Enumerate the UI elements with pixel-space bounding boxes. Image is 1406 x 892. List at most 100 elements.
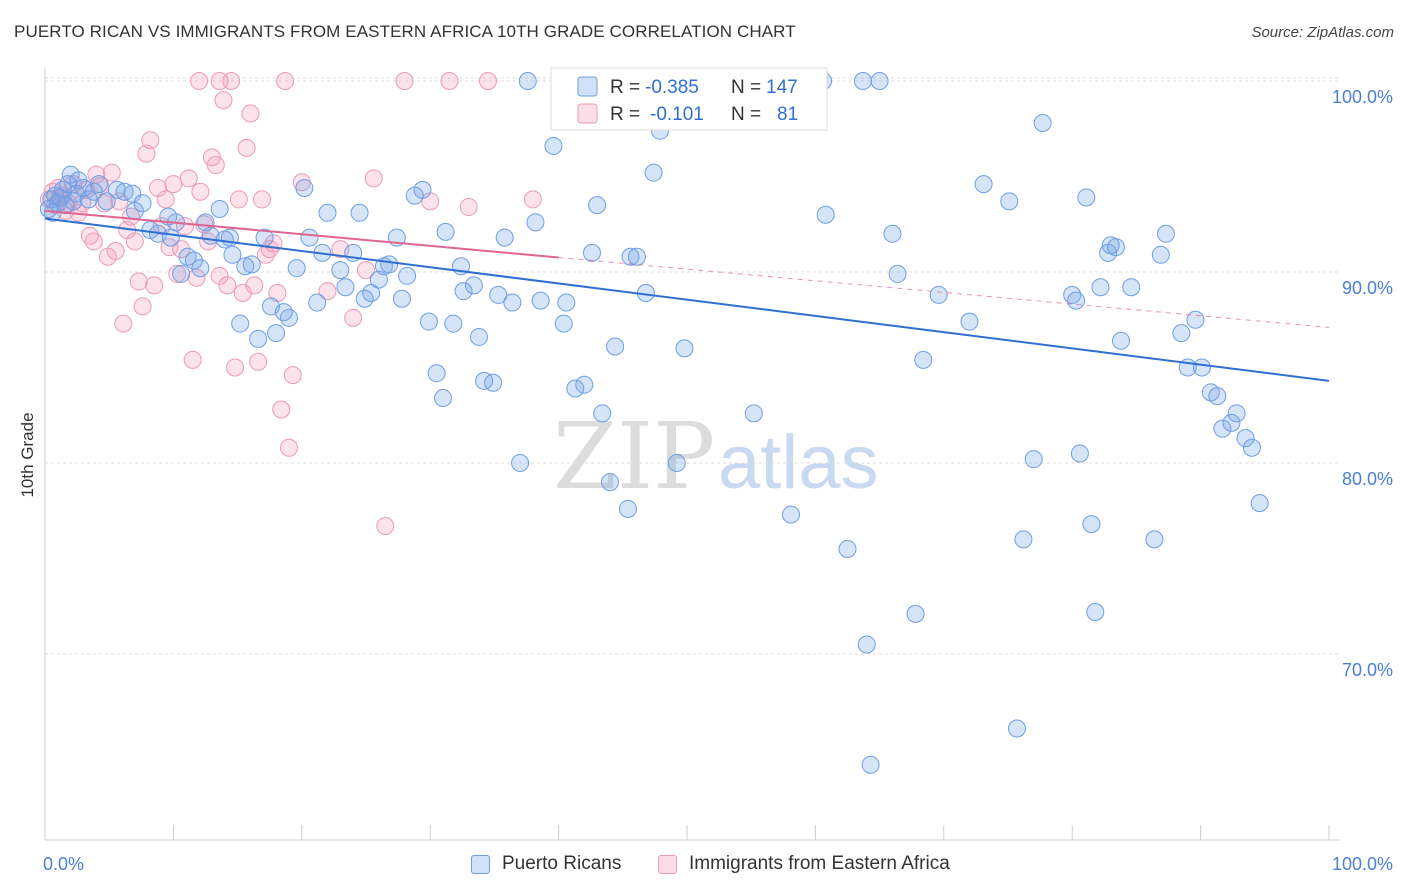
stats-legend-blue-r-value: -0.385 xyxy=(645,77,699,98)
eastern-africa-point xyxy=(276,72,295,90)
puerto-rican-point xyxy=(1000,192,1019,211)
puerto-rican-point xyxy=(526,213,545,232)
puerto-rican-point xyxy=(582,243,601,262)
eastern-africa-point xyxy=(179,169,198,188)
eastern-africa-point xyxy=(237,138,256,157)
eastern-africa-point xyxy=(241,104,260,123)
eastern-africa-point xyxy=(210,266,229,285)
puerto-rican-point xyxy=(161,228,180,247)
puerto-rican-point xyxy=(287,259,306,278)
eastern-africa-point xyxy=(357,261,375,280)
legend-label-puerto-ricans: Puerto Ricans xyxy=(502,853,622,874)
puerto-rican-point xyxy=(644,163,663,182)
puerto-rican-point xyxy=(413,180,432,199)
x-axis-tick-labels: 0.0% 100.0% xyxy=(43,854,1393,874)
legend-swatch-eastern-africa xyxy=(658,854,677,874)
puerto-rican-point xyxy=(883,224,902,243)
puerto-rican-point xyxy=(593,404,612,423)
puerto-rican-point xyxy=(1014,530,1033,549)
puerto-rican-point xyxy=(554,314,573,333)
puerto-rican-point xyxy=(484,373,503,392)
puerto-rican-point xyxy=(1172,324,1191,343)
y-tick-label: 80.0% xyxy=(1342,469,1393,489)
stats-legend-blue-swatch xyxy=(577,76,598,97)
puerto-rican-point xyxy=(231,314,250,333)
eastern-africa-point xyxy=(125,232,144,251)
puerto-rican-point xyxy=(434,389,453,408)
puerto-rican-point xyxy=(857,635,876,654)
eastern-africa-point xyxy=(168,264,187,283)
puerto-rican-point xyxy=(172,264,191,283)
puerto-rican-point xyxy=(1070,444,1089,463)
puerto-rican-point xyxy=(242,255,261,274)
puerto-rican-point xyxy=(1208,387,1227,406)
puerto-rican-point xyxy=(1192,358,1211,377)
stats-legend-pink-r-value: -0.101 xyxy=(650,104,704,125)
puerto-rican-point xyxy=(1086,602,1105,621)
eastern-africa-point xyxy=(344,308,363,327)
x-axis-ticks xyxy=(44,825,1330,840)
puerto-rican-point xyxy=(1111,331,1130,350)
stats-legend-pink-r-label: R = xyxy=(610,104,640,125)
stats-legend: R = -0.385 N = 147 R = -0.101 N = 81 xyxy=(550,67,828,131)
puerto-rican-point xyxy=(133,194,152,213)
puerto-rican-point xyxy=(974,175,993,194)
puerto-rican-point xyxy=(1236,429,1255,448)
eastern-africa-point xyxy=(129,272,148,291)
puerto-rican-point xyxy=(489,285,508,304)
eastern-africa-point xyxy=(272,400,291,419)
eastern-africa-point xyxy=(102,163,121,182)
puerto-rican-point xyxy=(861,755,880,774)
puerto-rican-point xyxy=(621,247,640,266)
puerto-rican-point xyxy=(464,276,483,295)
bottom-legend: Puerto Ricans Immigrants from Eastern Af… xyxy=(0,850,1406,880)
eastern-africa-trend-extension xyxy=(558,256,1330,328)
eastern-africa-point xyxy=(191,182,210,201)
legend-item-eastern-africa[interactable]: Immigrants from Eastern Africa xyxy=(658,853,950,875)
eastern-africa-trend-line xyxy=(44,209,559,259)
puerto-rican-point xyxy=(350,203,369,222)
puerto-rican-point xyxy=(318,203,337,222)
puerto-rican-point xyxy=(906,604,925,623)
eastern-africa-point xyxy=(160,238,179,257)
eastern-africa-point xyxy=(245,276,264,295)
eastern-africa-point xyxy=(141,131,160,150)
puerto-rican-point xyxy=(667,454,686,472)
puerto-rican-point xyxy=(888,264,907,283)
puerto-rican-point xyxy=(853,72,872,90)
puerto-rican-point xyxy=(588,196,607,215)
puerto-rican-point xyxy=(267,324,286,343)
eastern-africa-point xyxy=(156,190,175,209)
eastern-africa-point xyxy=(187,268,206,287)
puerto-rican-point xyxy=(475,371,494,390)
chart-title: PUERTO RICAN VS IMMIGRANTS FROM EASTERN … xyxy=(14,22,796,41)
puerto-rican-point xyxy=(1122,278,1141,297)
eastern-africa-point xyxy=(364,169,383,188)
puerto-rican-point xyxy=(436,222,455,241)
y-tick-label: 90.0% xyxy=(1342,278,1393,298)
puerto-rican-point xyxy=(97,192,116,211)
puerto-rican-point xyxy=(380,255,399,274)
eastern-africa-point xyxy=(106,241,125,260)
puerto-rican-point xyxy=(444,314,463,333)
stats-legend-blue-r-label: R = xyxy=(610,77,640,98)
puerto-rican-point xyxy=(89,175,108,194)
eastern-africa-point xyxy=(164,175,183,194)
stats-legend-pink-n-value: 81 xyxy=(777,104,798,125)
puerto-rican-point xyxy=(279,308,298,327)
puerto-rican-point xyxy=(557,293,576,312)
puerto-rican-trend-line xyxy=(44,217,1330,382)
puerto-rican-point xyxy=(191,259,210,278)
puerto-rican-point xyxy=(511,454,530,472)
puerto-rican-point xyxy=(107,180,126,199)
legend-item-puerto-ricans[interactable]: Puerto Ricans xyxy=(471,853,621,875)
stats-legend-blue-n-value: 147 xyxy=(766,77,798,98)
puerto-rican-point xyxy=(1033,114,1052,133)
eastern-africa-point xyxy=(279,438,298,457)
eastern-africa-point xyxy=(440,72,459,90)
puerto-rican-point xyxy=(74,178,93,197)
watermark-zip: ZIP xyxy=(553,403,715,510)
puerto-rican-point xyxy=(184,251,203,270)
puerto-rican-point xyxy=(331,261,350,280)
y-tick-label: 100.0% xyxy=(1332,87,1393,107)
